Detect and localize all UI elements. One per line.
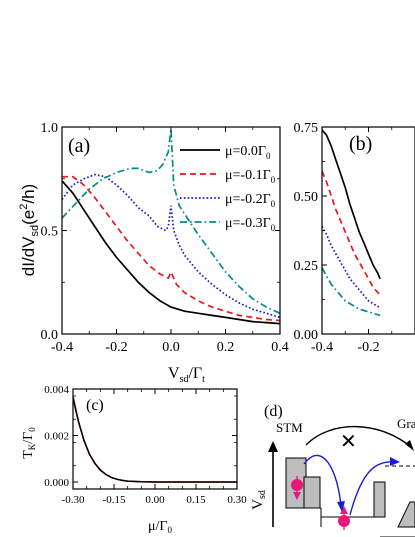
svg-text:Vsd: Vsd [250,490,268,510]
ylabel-a-sub: sd [29,225,41,237]
tunnel-arrow-dot-graphene-head [390,457,400,466]
legend-sub-3: 0 [271,223,276,233]
panel-b-ytick-label-3: 0.75 [294,121,319,136]
panel-b-label: (b) [349,133,372,155]
panel-a-ytick-label-0: 0.0 [41,328,59,343]
legend-label-3: μ=-0.3Γ0 [225,216,276,233]
xlabel-c-sub: 0 [168,525,173,535]
y-axis-label-c: TK/Γ0 [21,427,37,459]
panel-b-series-0 [322,129,381,280]
panel-c-xtick-label-1: -0.15 [103,494,126,506]
x-axis-label-a: Vsd/Γt [168,365,205,385]
panel-d-label: (d) [264,403,283,420]
svg-text:TK/Γ0: TK/Γ0 [21,427,37,459]
panel-b: -0.4 -0.2 0.00 0.25 0.50 0.75 [294,121,415,355]
panel-d-schematic: (d) STM Gra ✕ Vsd [250,403,415,537]
legend-label-0: μ=0.0Γ0 [225,144,271,161]
xlabel-a-main: V [168,365,180,382]
panel-b-series-2 [322,225,381,309]
panel-c-xtick-label-3: 0.15 [186,494,206,506]
panel-a-label: (a) [68,135,90,157]
tunnel-arrow-stm-dot-head [337,501,345,512]
legend-label-1: μ=-0.1Γ0 [225,168,276,185]
panel-a-series-3 [62,128,280,315]
panel-a-xtick-label-3: 0.2 [217,340,235,355]
right-barrier [373,481,386,518]
panel-b-ytick-label-1: 0.25 [294,259,319,274]
panel-c-ytick-label-1: 0.002 [44,430,69,442]
ylabel-a-sup: 2 [18,204,30,210]
legend-text-3: μ=-0.3Γ [225,216,271,231]
ylabel-c-sub2: 0 [27,427,37,432]
panel-c-xtick-label-2: 0.00 [145,494,165,506]
xlabel-a-sub: sd [180,374,189,385]
legend-sub-0: 0 [266,151,271,161]
panel-c-xtick-label-4: 0.30 [227,494,247,506]
panel-b-xtick-label-0: -0.4 [311,340,333,355]
panel-b-series-1 [322,170,381,296]
panel-a: -0.4 -0.2 0.0 0.2 0.40.00.51.0μ=0.0Γ0μ=-0.1Γ… [41,121,289,355]
direct-tunnel-arrow-head [405,440,414,451]
xlabel-a-sub2: t [202,374,205,385]
y-axis-label-a: dI/dVsd(e2/h) [18,184,41,276]
panel-a-series-2 [62,173,280,319]
graphene-cone [397,501,415,528]
ylabel-a-end: /h) [19,184,38,204]
graphene-label: Gra [397,416,415,431]
tunnel-arrow-dot-graphene [349,461,397,516]
panel-c-label: (c) [86,397,104,414]
vsd-label-sub: sd [257,490,268,499]
ylabel-a-main: dI/dV [19,236,38,276]
panel-c-series-1 [73,398,237,483]
panel-a-xtick-label-4: 0.4 [271,340,289,355]
panel-c-ytick-label-2: 0.004 [44,384,69,396]
legend-text-1: μ=-0.1Γ [225,168,271,183]
legend-sub-2: 0 [271,199,276,209]
panel-a-ytick-label-2: 1.0 [41,121,59,136]
stm-tip-barrier [303,476,321,509]
panel-c-xtick-label-0: -0.30 [62,494,85,506]
panel-a-ytick-label-1: 0.5 [41,224,59,239]
panel-c: -0.30 -0.15 0.00 0.15 0.30 0.000 0.002 0.004 [44,384,247,506]
legend-text-0: μ=0.0Γ [225,144,266,159]
ylabel-a-unit: (e [19,210,38,225]
panel-a-xtick-label-0: -0.4 [51,340,73,355]
panel-a-series-0 [62,180,280,325]
panel-b-xtick-label-1: -0.2 [357,340,379,355]
legend-sub-1: 0 [271,175,276,185]
panel-a-xtick-label-1: -0.2 [105,340,127,355]
stm-label: STM [276,420,303,435]
tunnel-arrow-stm-dot [303,454,342,508]
x-axis-label-c: μ/Γ0 [148,519,173,535]
panel-b-ytick-label-0: 0.00 [294,328,319,343]
panel-c-ytick-label-0: 0.000 [44,477,69,489]
direct-tunnel-arrow [305,425,413,449]
ylabel-c-main: T [21,450,36,459]
ylabel-c-sub: K [27,443,37,450]
forbidden-cross: ✕ [340,431,357,453]
xlabel-a-mid: /Γ [188,365,202,382]
panel-a-xtick-label-2: 0.0 [162,340,180,355]
svg-text:dI/dVsd(e2/h): dI/dVsd(e2/h) [18,184,41,276]
xlabel-c-main: μ/Γ [148,519,168,534]
vsd-label-main: V [250,499,266,510]
legend-text-2: μ=-0.2Γ [225,192,271,207]
ylabel-c-mid: /Γ [21,432,36,444]
vsd-label: Vsd [250,490,268,510]
panel-b-series-3 [322,267,381,317]
panel-b-ytick-label-2: 0.50 [294,190,319,205]
electron-stm-spin-head [293,492,301,500]
panel-a-series-1 [62,175,280,322]
vsd-arrow-head [268,441,278,452]
legend-label-2: μ=-0.2Γ0 [225,192,276,209]
